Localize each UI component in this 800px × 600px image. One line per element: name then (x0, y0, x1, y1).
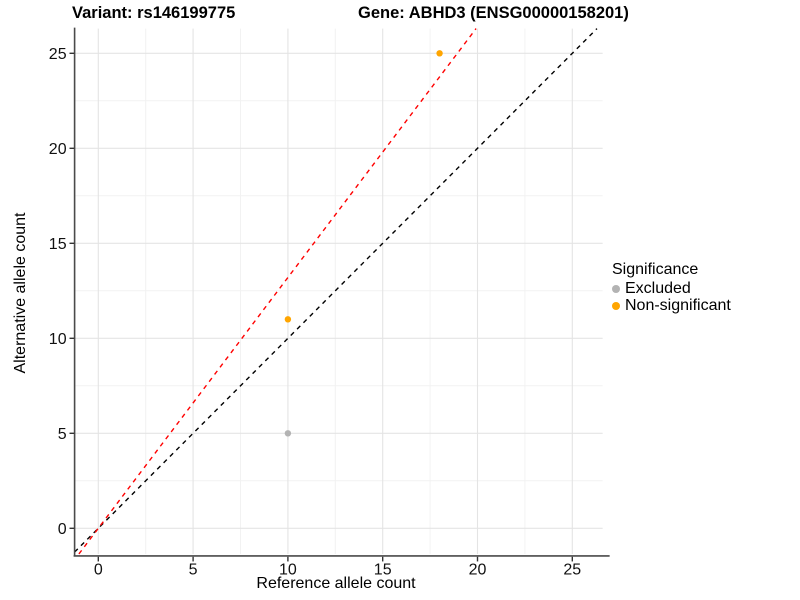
legend-title: Significance (612, 261, 699, 278)
plot-title-variant: Variant: rs146199775 (72, 4, 236, 22)
legend-items: Excluded Non-significant (612, 280, 731, 315)
data-point-excluded (284, 430, 292, 437)
y-tick-label: 10 (49, 331, 67, 348)
plot-title-gene: Gene: ABHD3 (ENSG00000158201) (358, 4, 629, 22)
x-tick-label: 20 (469, 561, 487, 578)
x-tick-label: 15 (374, 561, 392, 578)
x-tick-label: 10 (279, 561, 297, 578)
data-point-non-significant (284, 316, 292, 323)
identity-line (74, 28, 598, 553)
legend: Significance Excluded Non-significant (612, 261, 731, 314)
legend-label: Non-significant (625, 296, 731, 314)
y-tick-label: 25 (49, 46, 67, 63)
y-tick-label: 20 (49, 141, 67, 158)
y-tick-label: 5 (58, 426, 67, 443)
x-tick-label: 0 (94, 561, 103, 578)
x-tick-label: 25 (563, 561, 581, 578)
x-axis-title: Reference allele count (256, 575, 416, 592)
legend-item: Excluded (612, 280, 731, 298)
x-tick-label: 5 (189, 561, 198, 578)
legend-label: Excluded (625, 280, 691, 297)
y-tick-label: 15 (49, 236, 67, 253)
data-point-non-significant (436, 50, 443, 57)
fitted-allelic-ratio-line (78, 28, 477, 555)
legend-swatch-icon (612, 301, 620, 310)
legend-item: Non-significant (612, 296, 731, 315)
legend-swatch-icon (612, 285, 620, 294)
y-tick-label: 0 (58, 521, 67, 538)
